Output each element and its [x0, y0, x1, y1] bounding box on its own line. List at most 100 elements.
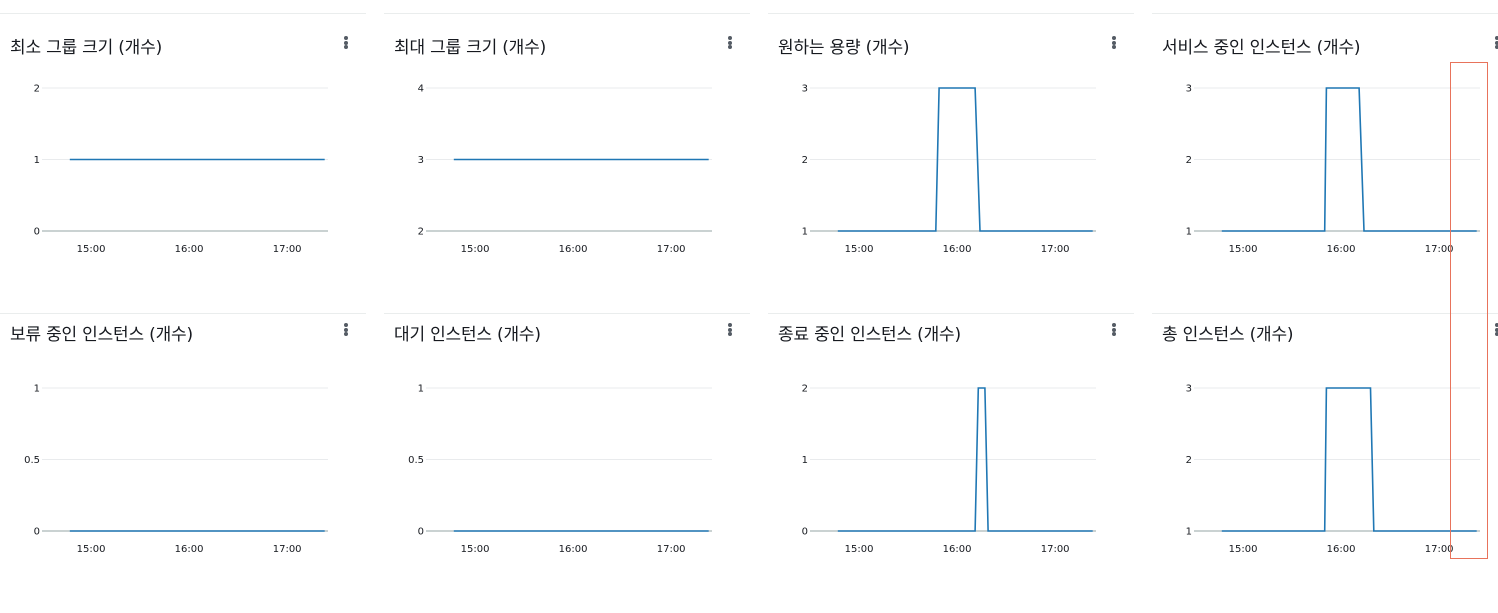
- line-chart: 3 2 1 15:00 16:00 17:00: [1186, 84, 1480, 255]
- y-tick-label: 1: [802, 227, 808, 238]
- panel-divider: [1152, 313, 1498, 314]
- y-tick-label: 1: [418, 384, 424, 395]
- y-tick-label: 3: [1186, 84, 1192, 95]
- series-line[interactable]: [837, 87, 1093, 232]
- x-tick-label: 16:00: [943, 244, 972, 255]
- chart-title: 최소 그룹 크기 (개수): [10, 38, 162, 58]
- y-tick-label: 0: [34, 227, 40, 238]
- vertical-ellipsis-icon: [1112, 323, 1116, 327]
- chart-actions-menu-button[interactable]: [1109, 320, 1119, 338]
- vertical-ellipsis-icon: [1112, 36, 1116, 40]
- y-tick-label: 2: [34, 84, 40, 95]
- y-tick-label: 1: [34, 155, 40, 166]
- chart-title: 보류 중인 인스턴스 (개수): [10, 325, 193, 345]
- series-line[interactable]: [1221, 87, 1477, 232]
- vertical-ellipsis-icon: [344, 36, 348, 40]
- line-chart: 2 1 0 15:00 16:00 17:00: [34, 84, 328, 255]
- chart-panel: 대기 인스턴스 (개수) 1 0.5 0 15:00 16:00 17:00: [384, 313, 750, 613]
- x-tick-label: 17:00: [1041, 244, 1070, 255]
- line-chart: 4 3 2 15:00 16:00 17:00: [418, 84, 712, 255]
- line-chart: 3 2 1 15:00 16:00 17:00: [802, 84, 1096, 255]
- panel-divider: [768, 313, 1134, 314]
- x-tick-label: 15:00: [77, 544, 106, 555]
- chart-panel: 원하는 용량 (개수) 3 2 1 15:00 16:00 17:00: [768, 13, 1134, 313]
- x-tick-label: 17:00: [657, 544, 686, 555]
- chart-title: 종료 중인 인스턴스 (개수): [778, 325, 961, 345]
- x-tick-label: 16:00: [175, 544, 204, 555]
- x-tick-label: 17:00: [1041, 544, 1070, 555]
- vertical-ellipsis-icon: [1495, 36, 1498, 40]
- y-tick-label: 4: [418, 84, 424, 95]
- x-tick-label: 16:00: [943, 544, 972, 555]
- chart-actions-menu-button[interactable]: [725, 320, 735, 338]
- x-tick-label: 17:00: [273, 544, 302, 555]
- y-tick-label: 1: [802, 455, 808, 466]
- y-tick-label: 3: [418, 155, 424, 166]
- chart-panel: 총 인스턴스 (개수) 3 2 1 15:00 16:00 17:00: [1152, 313, 1498, 613]
- x-tick-label: 15:00: [77, 244, 106, 255]
- x-tick-label: 15:00: [461, 544, 490, 555]
- x-tick-label: 16:00: [559, 544, 588, 555]
- chart-actions-menu-button[interactable]: [341, 320, 351, 338]
- y-tick-label: 1: [34, 384, 40, 395]
- chart-panel: 서비스 중인 인스턴스 (개수) 3 2 1 15:00 16:00 17:00: [1152, 13, 1498, 313]
- vertical-ellipsis-icon: [1495, 323, 1498, 327]
- x-tick-label: 16:00: [175, 244, 204, 255]
- line-chart: 2 1 0 15:00 16:00 17:00: [802, 384, 1096, 555]
- x-tick-label: 15:00: [1229, 544, 1258, 555]
- panel-divider: [1152, 13, 1498, 14]
- x-tick-label: 15:00: [845, 244, 874, 255]
- vertical-ellipsis-icon: [344, 323, 348, 327]
- y-tick-label: 0: [802, 527, 808, 538]
- x-tick-label: 17:00: [1425, 544, 1454, 555]
- chart-title: 최대 그룹 크기 (개수): [394, 38, 546, 58]
- panel-divider: [384, 13, 750, 14]
- x-tick-label: 15:00: [1229, 244, 1258, 255]
- chart-title: 총 인스턴스 (개수): [1162, 325, 1294, 345]
- chart-actions-menu-button[interactable]: [1492, 33, 1498, 51]
- x-tick-label: 17:00: [1425, 244, 1454, 255]
- chart-actions-menu-button[interactable]: [1492, 320, 1498, 338]
- y-tick-label: 2: [802, 384, 808, 395]
- chart-title: 대기 인스턴스 (개수): [394, 325, 541, 345]
- chart-actions-menu-button[interactable]: [725, 33, 735, 51]
- line-chart: 1 0.5 0 15:00 16:00 17:00: [24, 384, 328, 555]
- x-tick-label: 16:00: [559, 244, 588, 255]
- panel-divider: [768, 13, 1134, 14]
- panel-divider: [0, 13, 366, 14]
- y-tick-label: 0: [418, 527, 424, 538]
- y-tick-label: 1: [1186, 227, 1192, 238]
- line-chart: 1 0.5 0 15:00 16:00 17:00: [408, 384, 712, 555]
- vertical-ellipsis-icon: [728, 36, 732, 40]
- line-chart: 3 2 1 15:00 16:00 17:00: [1186, 384, 1480, 555]
- x-tick-label: 16:00: [1327, 544, 1356, 555]
- x-tick-label: 16:00: [1327, 244, 1356, 255]
- y-tick-label: 1: [1186, 527, 1192, 538]
- y-tick-label: 2: [1186, 455, 1192, 466]
- panel-divider: [384, 313, 750, 314]
- y-tick-label: 3: [1186, 384, 1192, 395]
- y-tick-label: 3: [802, 84, 808, 95]
- chart-panel: 보류 중인 인스턴스 (개수) 1 0.5 0 15:00 16:00 17:00: [0, 313, 366, 613]
- chart-panel: 최대 그룹 크기 (개수) 4 3 2 15:00 16:00 17:00: [384, 13, 750, 313]
- chart-actions-menu-button[interactable]: [341, 33, 351, 51]
- y-tick-label: 2: [802, 155, 808, 166]
- chart-actions-menu-button[interactable]: [1109, 33, 1119, 51]
- chart-title: 서비스 중인 인스턴스 (개수): [1162, 38, 1361, 58]
- chart-panel: 최소 그룹 크기 (개수) 2 1 0 15:00 16:00 17:00: [0, 13, 366, 313]
- chart-panel: 종료 중인 인스턴스 (개수) 2 1 0 15:00 16:00 17:00: [768, 313, 1134, 613]
- x-tick-label: 17:00: [657, 244, 686, 255]
- y-tick-label: 0.5: [24, 455, 40, 466]
- x-tick-label: 15:00: [461, 244, 490, 255]
- y-tick-label: 2: [418, 227, 424, 238]
- y-tick-label: 0.5: [408, 455, 424, 466]
- chart-title: 원하는 용량 (개수): [778, 38, 910, 58]
- x-tick-label: 15:00: [845, 544, 874, 555]
- series-line[interactable]: [1221, 387, 1477, 532]
- y-tick-label: 0: [34, 527, 40, 538]
- metrics-dashboard: 최소 그룹 크기 (개수) 2 1 0 15:00 16:00 17:00 최대 그룹 크…: [0, 13, 1498, 559]
- panel-divider: [0, 313, 366, 314]
- series-line[interactable]: [837, 387, 1093, 532]
- x-tick-label: 17:00: [273, 244, 302, 255]
- vertical-ellipsis-icon: [728, 323, 732, 327]
